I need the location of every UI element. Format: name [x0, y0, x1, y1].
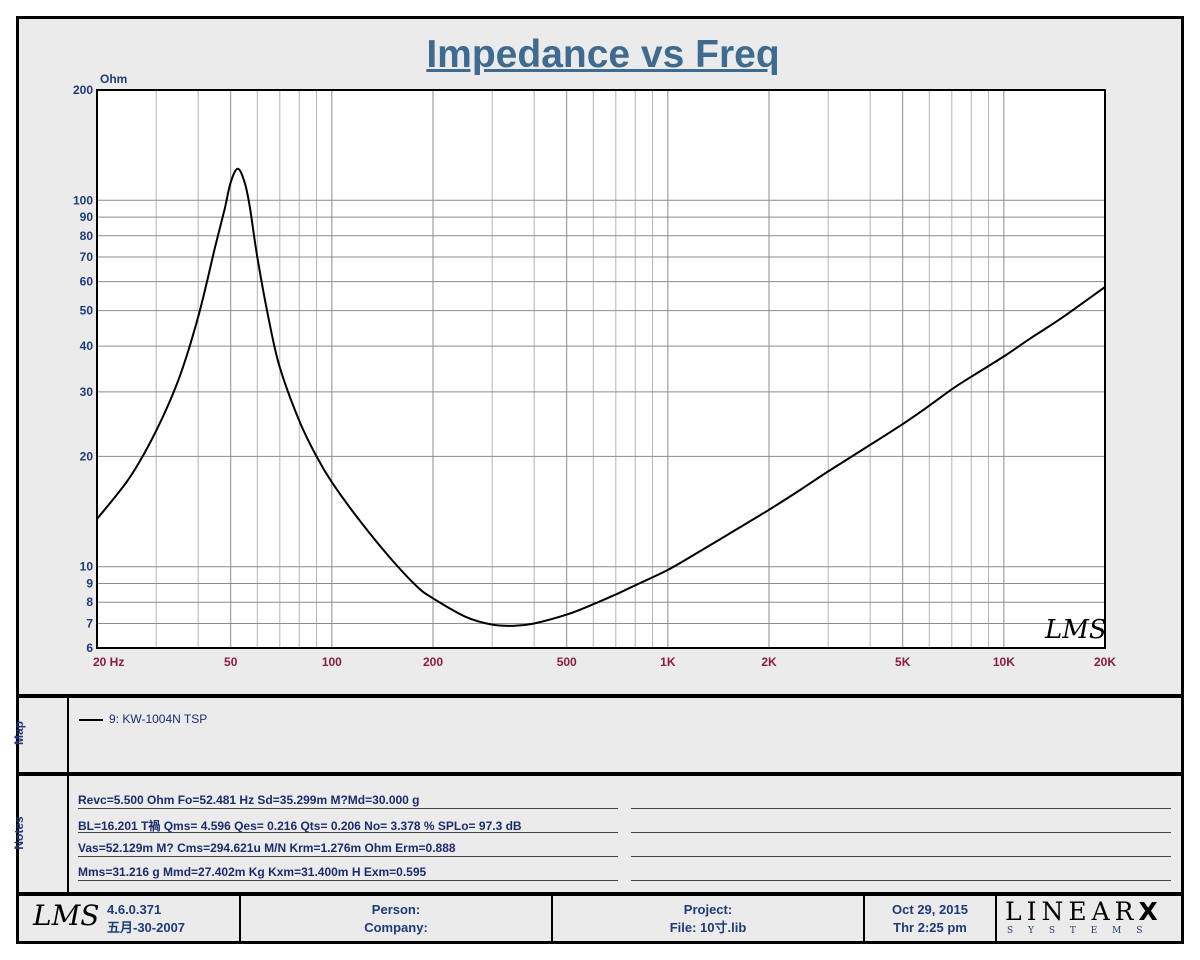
notes-label: Notes: [12, 816, 26, 850]
y-tick-label: 100: [73, 193, 93, 207]
y-tick-label: 6: [86, 641, 93, 655]
footer-person-cell: Person: Company:: [241, 896, 553, 941]
footer-lms-logo: LMS: [33, 899, 100, 932]
note-rule: [78, 880, 618, 881]
y-tick-label: 90: [80, 210, 94, 224]
footer-separator: [19, 892, 1181, 896]
x-tick-label: 5K: [895, 655, 911, 669]
x-tick-label: 10K: [993, 655, 1015, 669]
note-line-1: Revc=5.500 Ohm Fo=52.481 Hz Sd=35.299m M…: [78, 793, 420, 807]
legend-entry: 9: KW-1004N TSP: [109, 712, 208, 726]
report-frame: Impedance vs Freq 20 Hz 50 100 200 500 1K 2K 5K…: [12, 16, 1184, 944]
person-label: Person:: [371, 902, 421, 917]
note-rule: [631, 856, 1171, 857]
x-tick-label: 200: [423, 655, 443, 669]
linearx-logo: LINEARX S Y S T E M S: [997, 896, 1181, 941]
footer-version-cell: LMS 4.6.0.371 五月-30-2007: [19, 896, 241, 941]
footer-date-cell: Oct 29, 2015 Thr 2:25 pm: [865, 896, 997, 941]
linearx-brand: LINEAR: [1005, 897, 1139, 926]
y-tick-label: 50: [80, 304, 94, 318]
file-label: File: 10寸.lib: [669, 920, 747, 935]
note-rule: [78, 808, 618, 809]
report-time: Thr 2:25 pm: [893, 920, 967, 935]
y-tick-label: 80: [80, 229, 94, 243]
y-tick-label: 60: [80, 275, 94, 289]
linearx-subtitle: S Y S T E M S: [1007, 926, 1149, 936]
y-tick-label: 20: [80, 449, 94, 463]
y-tick-label: 7: [86, 616, 93, 630]
project-label: Project:: [683, 902, 733, 917]
y-tick-label: 9: [86, 576, 93, 590]
x-tick-label: 20K: [1094, 655, 1116, 669]
x-tick-label: 50: [224, 655, 238, 669]
footer-project-cell: Project: File: 10寸.lib: [553, 896, 865, 941]
plot-border: [96, 89, 1106, 649]
report-date: Oct 29, 2015: [892, 902, 968, 917]
legend-swatch: [79, 719, 103, 721]
x-tick-label: 100: [322, 655, 342, 669]
y-tick-label: 8: [86, 595, 93, 609]
note-rule: [78, 856, 618, 857]
notes-panel: Notes Revc=5.500 Ohm Fo=52.481 Hz Sd=35.…: [12, 776, 1181, 892]
plot-background: [97, 90, 1105, 648]
note-line-2: BL=16.201 T禍 Qms= 4.596 Qes= 0.216 Qts= …: [78, 819, 522, 833]
note-line-3: Vas=52.129m M? Cms=294.621u M/N Krm=1.27…: [78, 841, 456, 855]
note-rule: [631, 880, 1171, 881]
y-tick-label: 30: [80, 385, 94, 399]
series-lines: [96, 167, 1106, 627]
note-rule: [631, 808, 1171, 809]
map-label: Map: [12, 721, 26, 745]
version-date: 五月-30-2007: [107, 920, 186, 935]
notes-side-column: Notes: [12, 776, 69, 892]
map-panel: Map 9: KW-1004N TSP: [12, 698, 1181, 772]
impedance-chart: 20 Hz 50 100 200 500 1K 2K 5K 10K 20K 200 100 90 80 70…: [73, 72, 1116, 669]
chart-title: Impedance vs Freq: [426, 33, 780, 76]
x-tick-label: 500: [557, 655, 577, 669]
map-separator: [19, 694, 1181, 698]
map-side-column: Map: [12, 698, 69, 772]
y-tick-label: 200: [73, 83, 93, 97]
company-label: Company:: [364, 920, 428, 935]
impedance-series-line: [96, 167, 1106, 627]
footer-panel: LMS 4.6.0.371 五月-30-2007 Person: Company…: [19, 896, 1181, 941]
linearx-x: X: [1138, 897, 1158, 926]
x-tick-label: 20 Hz: [93, 655, 124, 669]
notes-separator: [19, 772, 1181, 776]
grid-lines: [96, 89, 1106, 649]
y-tick-label: 10: [80, 560, 94, 574]
x-tick-label: 2K: [761, 655, 777, 669]
y-tick-label: 40: [80, 339, 94, 353]
note-line-4: Mms=31.216 g Mmd=27.402m Kg Kxm=31.400m …: [78, 865, 427, 879]
y-axis-label: Ohm: [100, 72, 127, 86]
x-tick-label: 1K: [660, 655, 676, 669]
version-number: 4.6.0.371: [107, 902, 162, 917]
y-tick-label: 70: [80, 250, 94, 264]
lms-watermark: LMS: [1044, 615, 1107, 645]
note-rule: [631, 832, 1171, 833]
note-rule: [78, 832, 618, 833]
tick-labels: 20 Hz 50 100 200 500 1K 2K 5K 10K 20K 200 100 90 80 70…: [73, 83, 1116, 669]
